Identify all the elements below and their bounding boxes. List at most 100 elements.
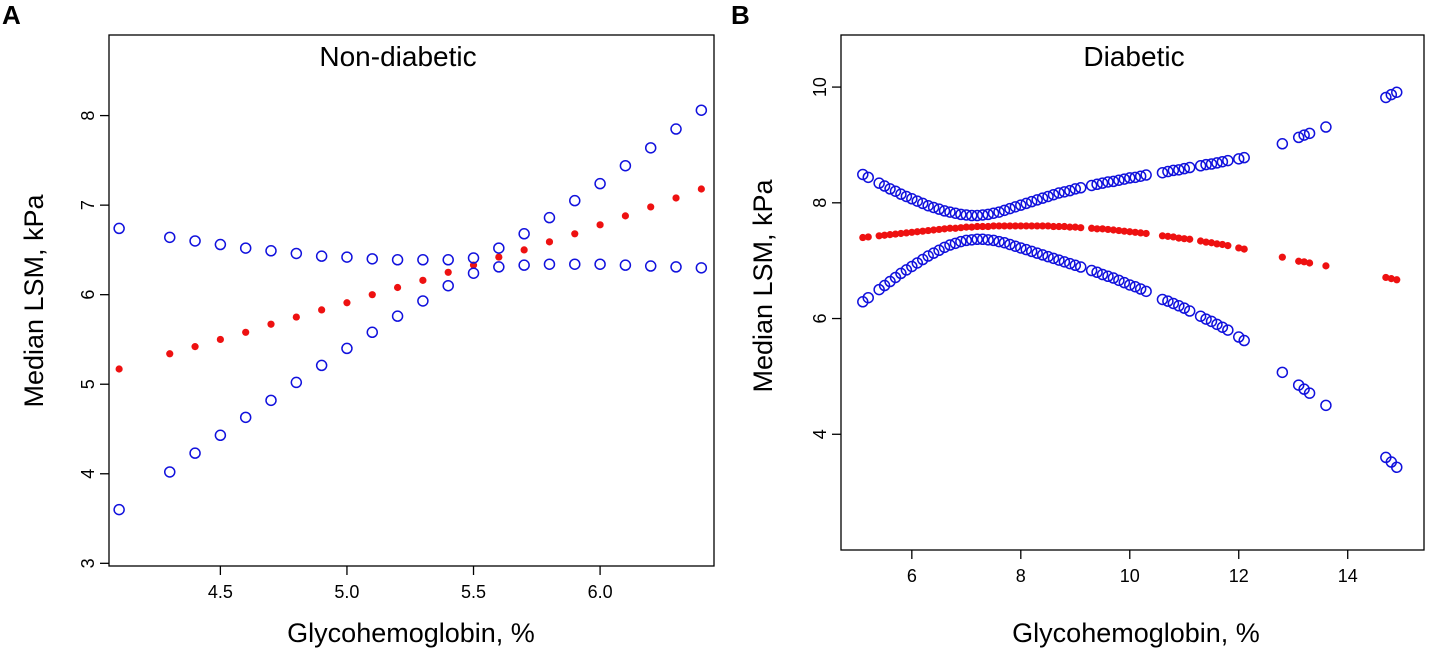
estimate-point (393, 283, 402, 292)
lower-ci-point (467, 267, 480, 279)
estimate-point (1088, 224, 1096, 232)
estimate-point (962, 223, 970, 231)
upper-ci-point (1031, 194, 1043, 206)
estimate-point (1382, 273, 1390, 282)
estimate-point (596, 221, 604, 229)
estimate-point (891, 230, 900, 238)
lower-ci-point (1162, 295, 1174, 307)
upper-ci-point (922, 199, 934, 212)
y-tick-label: 4 (810, 429, 830, 439)
lower-ci-point (955, 235, 967, 248)
x-axis-label-a: Glycohemoglobin, % (287, 618, 535, 648)
upper-ci-point (1058, 186, 1071, 198)
estimate-point (1077, 224, 1085, 232)
lower-ci-point (922, 250, 934, 262)
upper-ci-point (1222, 154, 1234, 167)
x-tick-label: 4.5 (208, 582, 233, 602)
estimate-point (1240, 245, 1248, 253)
upper-ci-point (1167, 164, 1180, 177)
upper-ci-point (938, 205, 951, 217)
estimate-point (545, 238, 554, 246)
estimate-point (1022, 222, 1030, 230)
estimate-point (1006, 222, 1014, 230)
x-axis-ticks-b: 6 8 10 12 14 (907, 550, 1358, 586)
upper-ci-point (164, 231, 176, 244)
estimate-point (897, 229, 905, 238)
lower-ci-point (1064, 257, 1076, 270)
upper-ci-point (695, 104, 708, 116)
estimate-point (1175, 234, 1183, 242)
estimate-point (1131, 228, 1139, 236)
y-tick-label: 10 (810, 77, 830, 97)
upper-ci-point (265, 245, 277, 257)
estimate-point (1120, 227, 1128, 235)
lower-ci-point (1009, 240, 1022, 252)
upper-ci-point (1303, 127, 1316, 140)
y-tick-label: 4 (78, 469, 98, 479)
lower-ci-point (1091, 266, 1103, 278)
lower-ci-point (1156, 293, 1169, 306)
upper-ci-point (315, 250, 328, 262)
upper-ci-point (1124, 172, 1136, 184)
upper-ci-point (1238, 151, 1250, 164)
upper-ci-point (1042, 190, 1054, 203)
upper-ci-point (1118, 173, 1131, 185)
estimate-point (1028, 222, 1036, 230)
lower-ci-point (290, 376, 303, 389)
upper-ci-point (417, 254, 429, 266)
lower-ci-point (1167, 297, 1180, 310)
lower-ci-point (993, 235, 1005, 248)
y-tick-label: 6 (810, 314, 830, 324)
estimate-point (1300, 258, 1308, 266)
y-tick-label: 5 (78, 379, 98, 389)
lower-ci-point (944, 239, 956, 251)
estimate-point (1000, 222, 1009, 230)
lower-ci-point (1020, 243, 1033, 256)
upper-ci-point (927, 201, 940, 214)
estimate-point (935, 225, 943, 234)
upper-ci-point (1091, 178, 1103, 191)
x-axis-ticks-a: 4.5 5.0 5.5 6.0 (208, 566, 613, 602)
y-tick-label: 8 (78, 111, 98, 121)
estimate-point (1044, 222, 1052, 230)
estimate-point (913, 228, 921, 236)
estimate-point (875, 232, 883, 240)
x-tick-label: 6 (907, 566, 917, 586)
lower-ci-point (594, 258, 606, 270)
lower-ci-point (644, 260, 657, 272)
estimate-point (1126, 228, 1134, 236)
estimate-point (919, 227, 927, 235)
lower-ci-point (960, 234, 973, 247)
upper-ci-point (1069, 183, 1082, 195)
upper-ci-point (239, 242, 252, 254)
lower-ci-point (493, 261, 505, 273)
upper-ci-point (1096, 177, 1109, 189)
lower-ci-point (189, 447, 201, 459)
lower-ci-point (1391, 461, 1403, 474)
upper-ci-point (214, 238, 227, 251)
upper-ci-point (1015, 199, 1027, 211)
upper-ci-point (1047, 188, 1060, 201)
estimate-point (1235, 244, 1243, 252)
lower-ci-point (164, 466, 176, 478)
lower-ci-point (1216, 321, 1229, 333)
x-tick-label: 5.0 (334, 582, 359, 602)
estimate-point (946, 224, 954, 232)
lower-ci-point (366, 326, 379, 339)
estimate-point (697, 185, 705, 193)
lower-ci-point (1069, 259, 1082, 272)
y-tick-label: 3 (78, 558, 98, 568)
upper-ci-point (1173, 164, 1185, 176)
upper-ci-point (1020, 197, 1033, 210)
upper-ci-point (290, 247, 303, 260)
lower-ci-point (518, 259, 530, 271)
upper-ci-point (1292, 131, 1305, 144)
upper-ci-point (955, 208, 967, 221)
y-axis-label-a: Median LSM, kPa (19, 193, 49, 407)
upper-ci-point (619, 159, 632, 172)
estimate-point (191, 343, 199, 351)
estimate-point (672, 194, 680, 202)
upper-ci-point (1162, 165, 1174, 178)
lower-ci-point (442, 279, 454, 292)
